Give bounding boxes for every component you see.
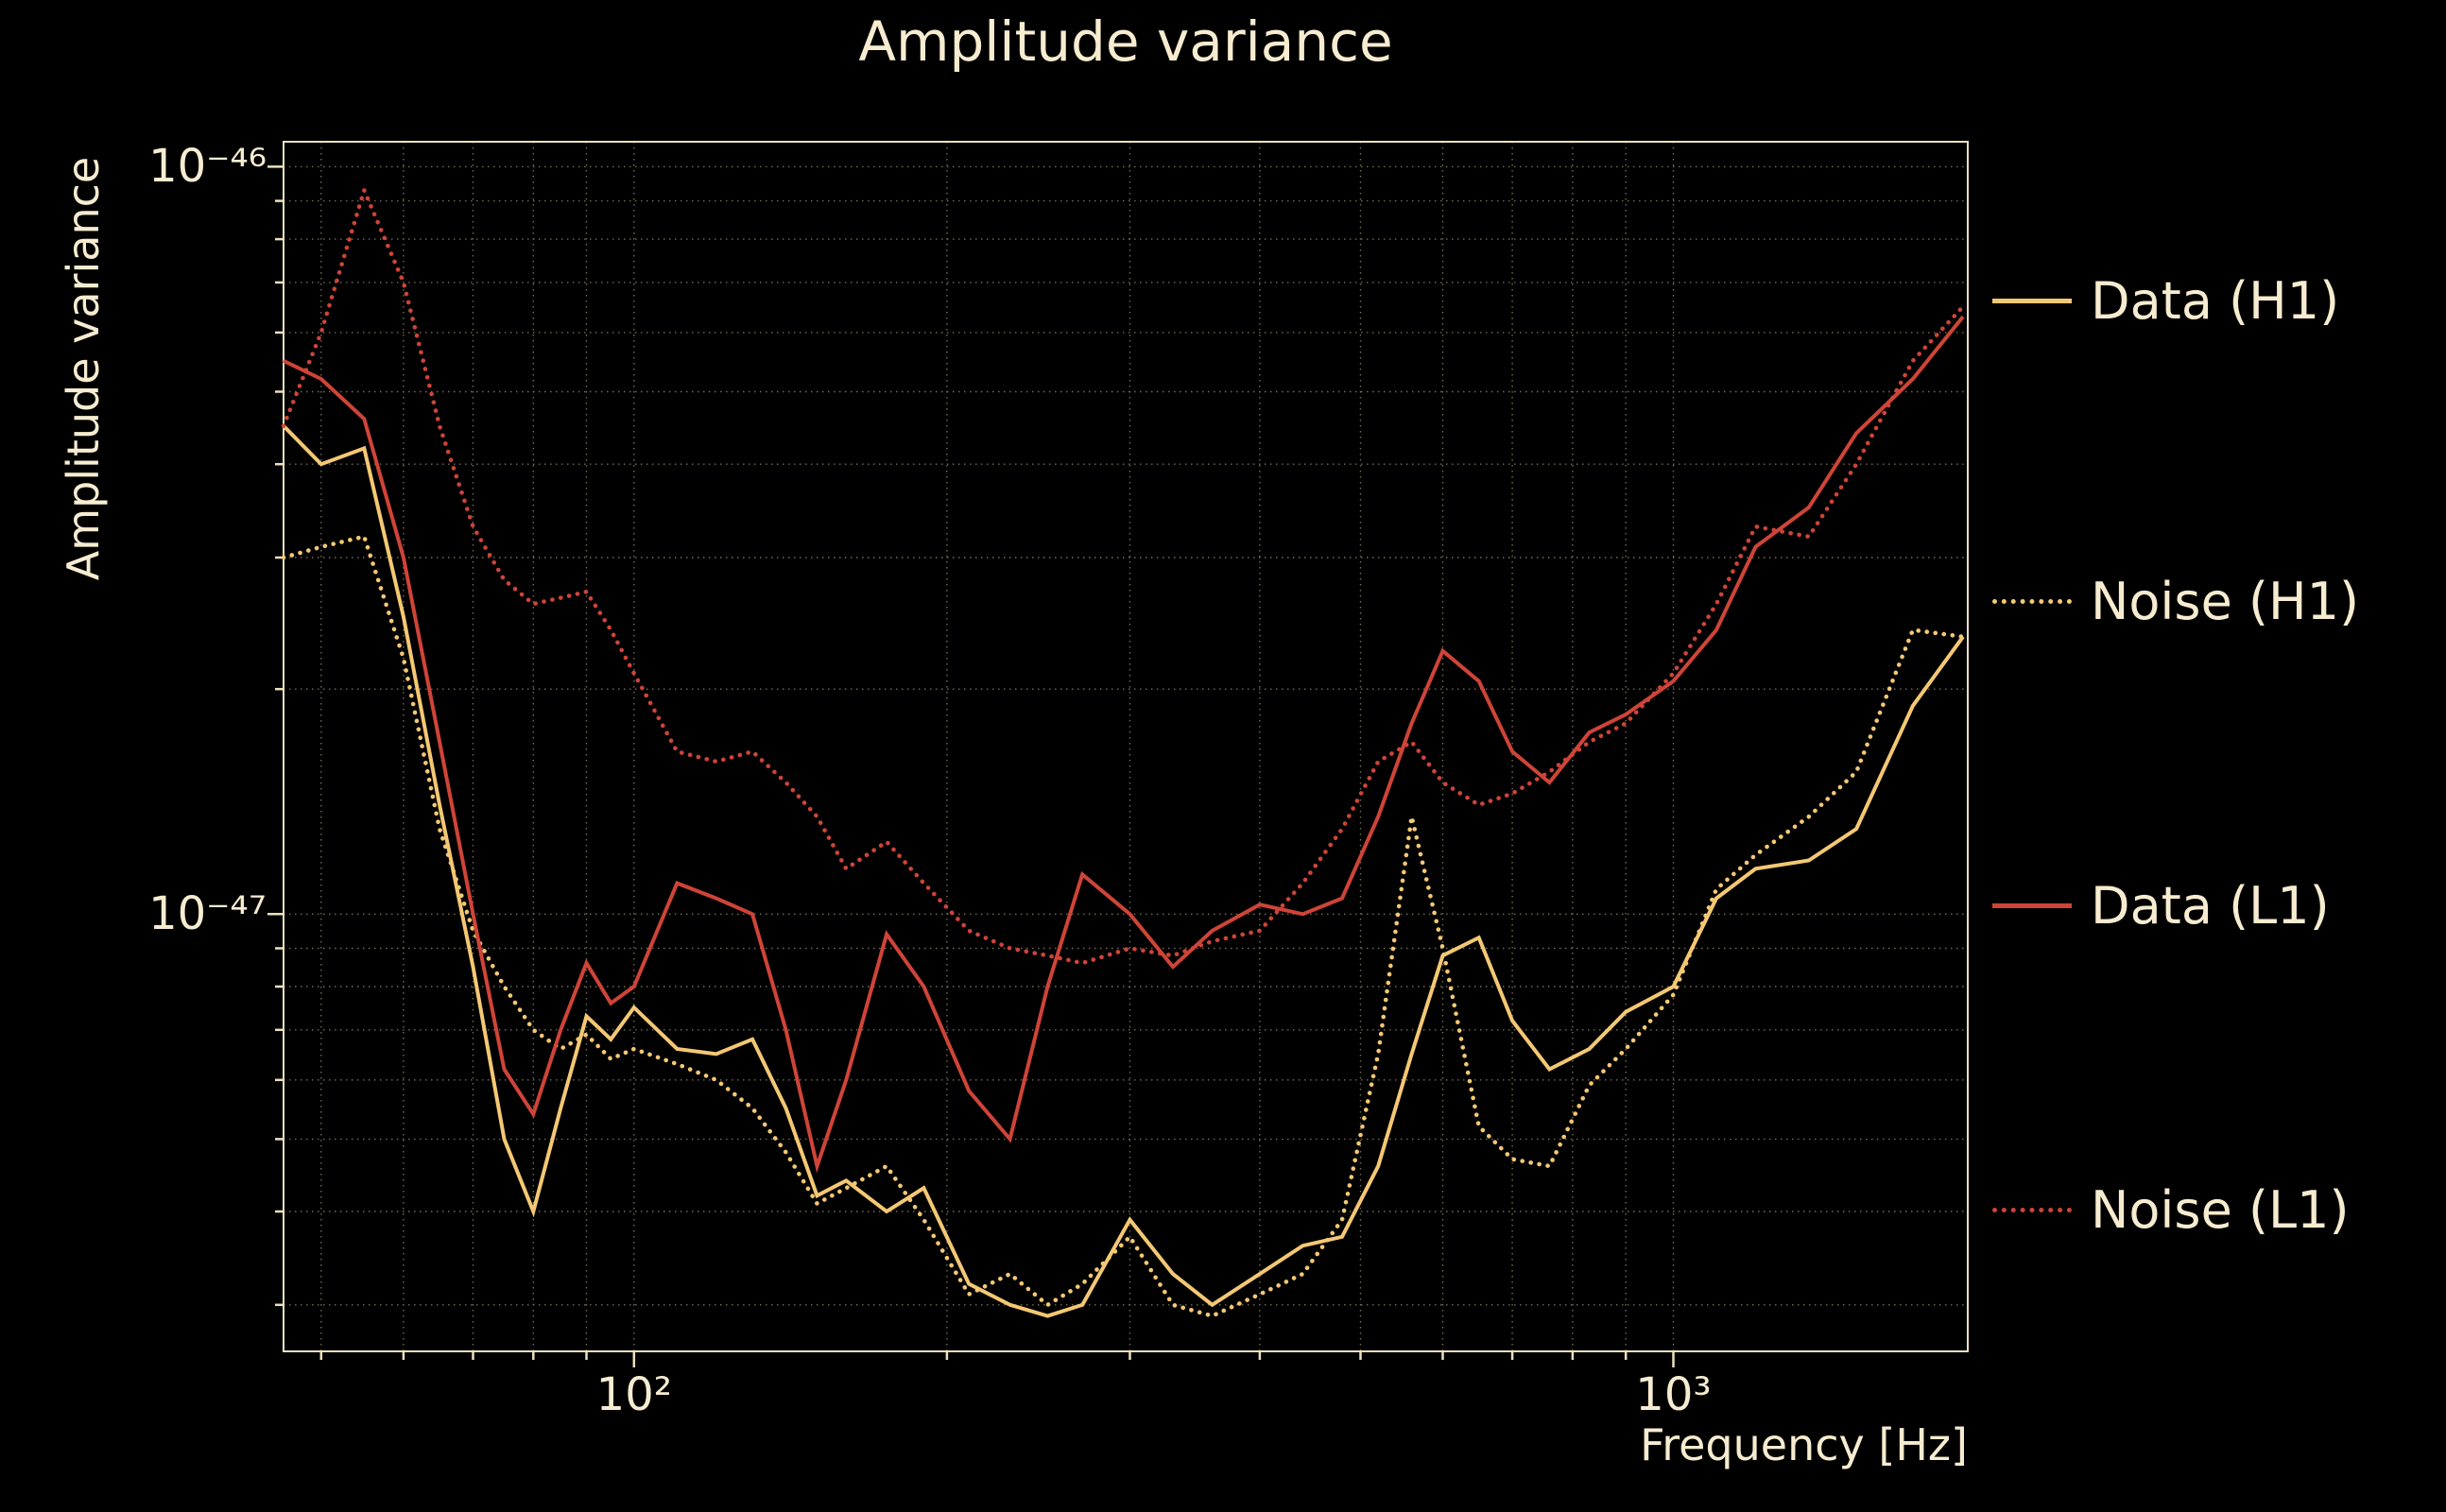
legend-item-noise-h1: Noise (H1) — [1992, 571, 2360, 631]
legend-line-sample-noise-h1 — [1992, 598, 2072, 604]
x-axis-label: Frequency [Hz] — [1640, 1419, 1968, 1470]
legend-item-label: Noise (H1) — [2091, 571, 2360, 631]
y-axis-label: Amplitude variance — [58, 156, 109, 581]
plot-frame — [283, 141, 1969, 1352]
legend-line-sample-noise-l1 — [1992, 1207, 2072, 1212]
legend-item-data-h1: Data (H1) — [1992, 270, 2340, 331]
axis-ticks — [267, 165, 1675, 1367]
series-data-l1 — [283, 315, 1965, 1174]
legend-item-label: Noise (L1) — [2091, 1179, 2350, 1240]
grid — [284, 142, 1968, 1351]
x-tick-label-100: 10² — [595, 1368, 672, 1421]
series-data-h1 — [282, 424, 1965, 1318]
legend-item-noise-l1: Noise (L1) — [1992, 1179, 2350, 1240]
legend-item-label: Data (H1) — [2091, 270, 2340, 331]
legend-item-label: Data (L1) — [2091, 875, 2330, 936]
legend: Data (H1) Noise (H1) Data (L1) Noise (L1… — [1992, 0, 2446, 1512]
legend-item-data-l1: Data (L1) — [1992, 875, 2330, 936]
legend-line-sample-data-l1 — [1992, 902, 2072, 908]
y-tick-label-1e-46: 10⁻⁴⁶ — [148, 140, 267, 194]
series-noise-h1 — [281, 534, 1966, 1318]
y-tick-label-1e-47: 10⁻⁴⁷ — [148, 887, 267, 941]
series-noise-l1 — [281, 183, 1966, 966]
legend-line-sample-data-h1 — [1992, 298, 2072, 303]
x-tick-label-1000: 10³ — [1635, 1368, 1712, 1421]
chart-title: Amplitude variance — [858, 9, 1393, 74]
